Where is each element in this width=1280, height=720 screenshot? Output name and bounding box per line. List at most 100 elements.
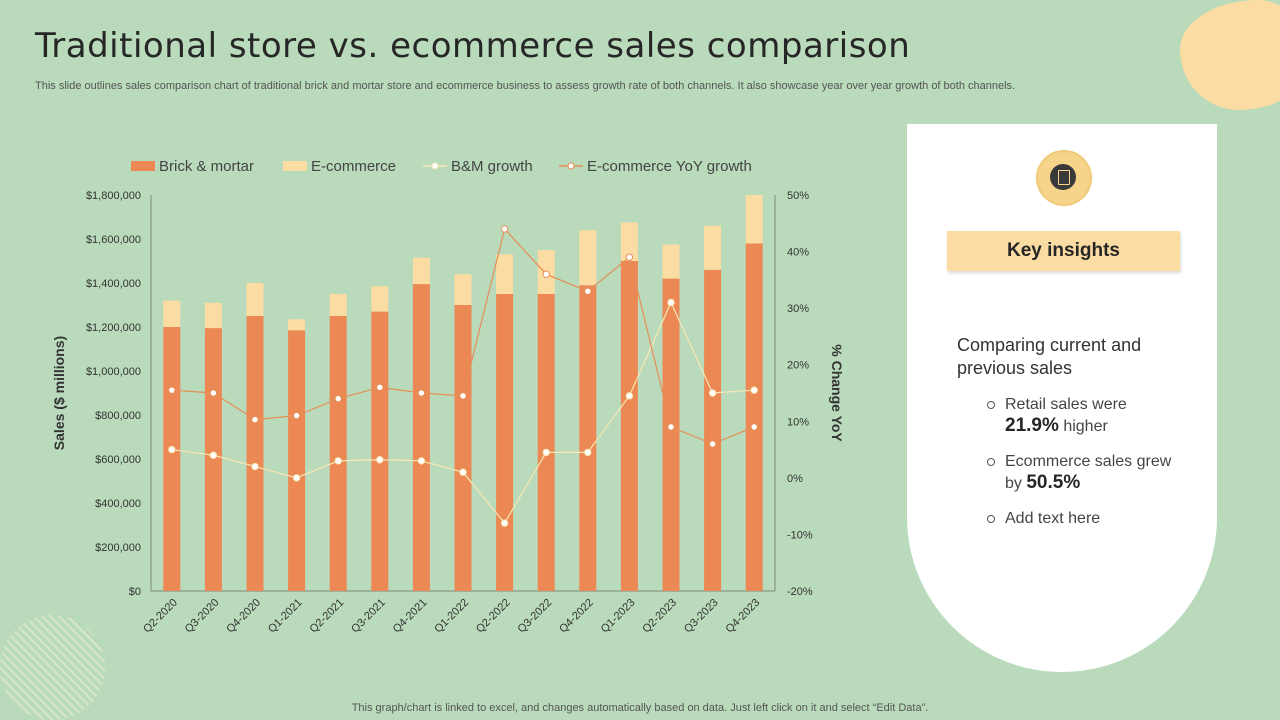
insight-placeholder: Add text here	[985, 508, 1185, 529]
x-tick-label: Q3-2022	[516, 597, 555, 636]
y2-tick-label: 50%	[787, 190, 809, 202]
bar-ecommerce	[329, 294, 347, 316]
bar-ecommerce	[620, 222, 638, 261]
y2-tick-label: 10%	[787, 416, 809, 428]
bar-ecommerce	[246, 283, 264, 316]
x-tick-label: Q4-2020	[224, 597, 263, 636]
bm-growth-point	[708, 389, 717, 397]
bar-brick-mortar	[288, 330, 306, 591]
bar-ecommerce	[454, 274, 472, 305]
legend-label: E-commerce	[311, 158, 396, 175]
bar-ecommerce	[662, 244, 680, 279]
bar-ecommerce	[163, 300, 181, 327]
y-axis-title: Sales ($ millions)	[51, 336, 67, 450]
y-tick-label: $800,000	[95, 410, 141, 422]
insights-heading: Comparing current and previous sales	[957, 335, 1142, 378]
insight-retail: Retail sales were 21.9% higher	[985, 394, 1185, 437]
decorative-circle-bottom-left	[0, 615, 105, 720]
sales-comparison-chart: $0 $200,000 $400,000 $600,000 $800,000 $1,000…	[51, 158, 845, 636]
x-tick-label: Q4-2021	[391, 597, 430, 636]
bar-brick-mortar	[329, 316, 347, 591]
y-tick-label: $0	[129, 586, 141, 598]
bm-growth-point	[750, 386, 758, 394]
x-tick-label: Q2-2020	[141, 597, 180, 636]
x-tick-label: Q3-2023	[682, 597, 721, 636]
bar-brick-mortar	[163, 327, 181, 591]
x-tick-label: Q2-2022	[474, 597, 513, 636]
y-tick-label: $1,200,000	[86, 322, 141, 334]
key-insights-card	[907, 124, 1217, 672]
bm-growth-point	[376, 456, 384, 464]
bar-brick-mortar	[537, 294, 555, 591]
bar-brick-mortar	[371, 311, 389, 591]
bar-brick-mortar	[745, 243, 763, 591]
decorative-blob-top-right	[1180, 0, 1280, 110]
y-tick-label: $1,400,000	[86, 278, 141, 290]
legend-swatch	[131, 161, 155, 171]
ecommerce-yoy-growth-point	[542, 270, 550, 278]
bm-growth-point	[584, 448, 592, 457]
legend-marker	[431, 162, 439, 170]
document-icon	[1036, 150, 1092, 206]
y2-tick-label: 0%	[787, 473, 803, 485]
y-tick-label: $1,600,000	[86, 234, 141, 246]
x-tick-label: Q3-2021	[349, 597, 388, 636]
ecommerce-yoy-growth-point	[376, 383, 384, 392]
ecommerce-yoy-growth-point	[292, 411, 301, 420]
y-tick-label: $600,000	[95, 454, 141, 466]
bm-growth-point	[500, 519, 509, 527]
y-tick-label: $200,000	[95, 542, 141, 554]
y2-tick-label: -20%	[787, 586, 813, 598]
bar-brick-mortar	[204, 328, 222, 591]
x-tick-label: Q1-2023	[599, 597, 638, 636]
bar-ecommerce	[288, 319, 306, 331]
insight-ecommerce-value: 50.5%	[1026, 472, 1081, 493]
legend-label: B&M growth	[451, 158, 533, 175]
legend-label: E-commerce YoY growth	[587, 158, 752, 175]
ecommerce-yoy-growth-point	[667, 423, 675, 431]
bar-ecommerce	[745, 195, 763, 244]
y2-tick-label: -10%	[787, 529, 813, 541]
bm-growth-point	[292, 474, 301, 482]
x-tick-label: Q2-2023	[640, 597, 679, 636]
bm-growth-point	[334, 457, 342, 465]
bm-growth-point	[251, 462, 259, 471]
x-tick-label: Q1-2021	[266, 597, 305, 636]
ecommerce-yoy-growth-point	[584, 287, 592, 295]
bar-brick-mortar	[246, 316, 264, 591]
insight-ecommerce-pre: Ecommerce sales grew by	[1005, 453, 1172, 492]
bar-brick-mortar	[579, 285, 597, 591]
y-tick-label: $1,000,000	[86, 366, 141, 378]
bar-brick-mortar	[704, 269, 722, 591]
legend-marker	[567, 162, 575, 170]
footer-note: This graph/chart is linked to excel, and…	[351, 702, 929, 714]
x-tick-label: Q1-2022	[432, 597, 471, 636]
ecommerce-yoy-growth-point	[708, 440, 717, 448]
ecommerce-yoy-growth-point	[625, 253, 634, 261]
y-tick-label: $1,800,000	[86, 190, 141, 202]
legend-label: Brick & mortar	[159, 158, 254, 175]
bm-growth-point	[459, 468, 467, 476]
document-icon-glyph	[1050, 164, 1076, 190]
bar-ecommerce	[579, 230, 597, 286]
y2-tick-label: 40%	[787, 247, 809, 259]
bar-brick-mortar	[620, 261, 638, 591]
ecommerce-yoy-growth-point	[168, 386, 176, 394]
y2-tick-label: 30%	[787, 303, 809, 315]
ecommerce-yoy-growth-point	[417, 389, 426, 397]
bm-growth-point	[209, 451, 218, 459]
bm-growth-point	[168, 445, 176, 454]
ecommerce-yoy-growth-point	[500, 225, 509, 233]
bar-brick-mortar	[496, 294, 514, 591]
bar-ecommerce	[412, 257, 430, 285]
bar-brick-mortar	[454, 305, 472, 591]
insight-retail-post: higher	[1063, 418, 1108, 435]
insights-list: Retail sales were 21.9% higher Ecommerce…	[985, 394, 1185, 543]
bar-ecommerce	[371, 286, 389, 312]
legend-swatch	[283, 161, 307, 171]
bm-growth-point	[625, 392, 634, 400]
bar-ecommerce	[204, 302, 222, 329]
bm-growth-point	[417, 457, 426, 465]
bm-growth-point	[542, 448, 550, 457]
ecommerce-yoy-growth-point	[209, 389, 218, 397]
